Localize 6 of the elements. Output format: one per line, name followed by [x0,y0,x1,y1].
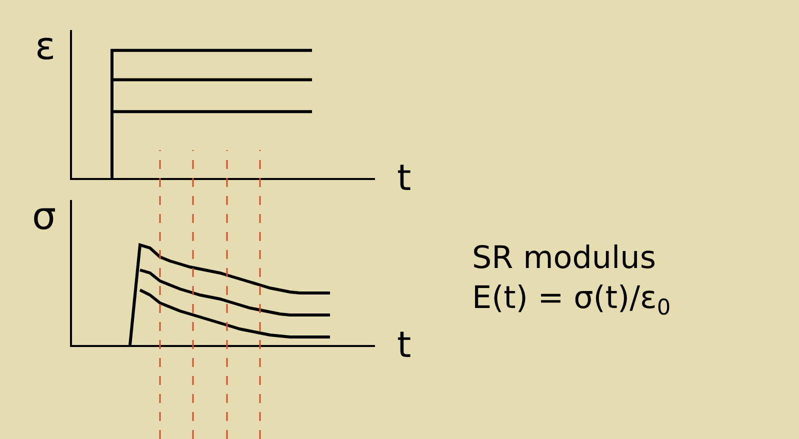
y-axis-title: ε [35,24,56,68]
y-axis-title: σ [32,194,56,238]
x-axis-title: t [397,158,412,199]
text: SR modulus [472,240,656,276]
x-axis-title: t [397,325,412,366]
text: E(t) = σ(t)/ε$_{0}$ [472,280,671,321]
